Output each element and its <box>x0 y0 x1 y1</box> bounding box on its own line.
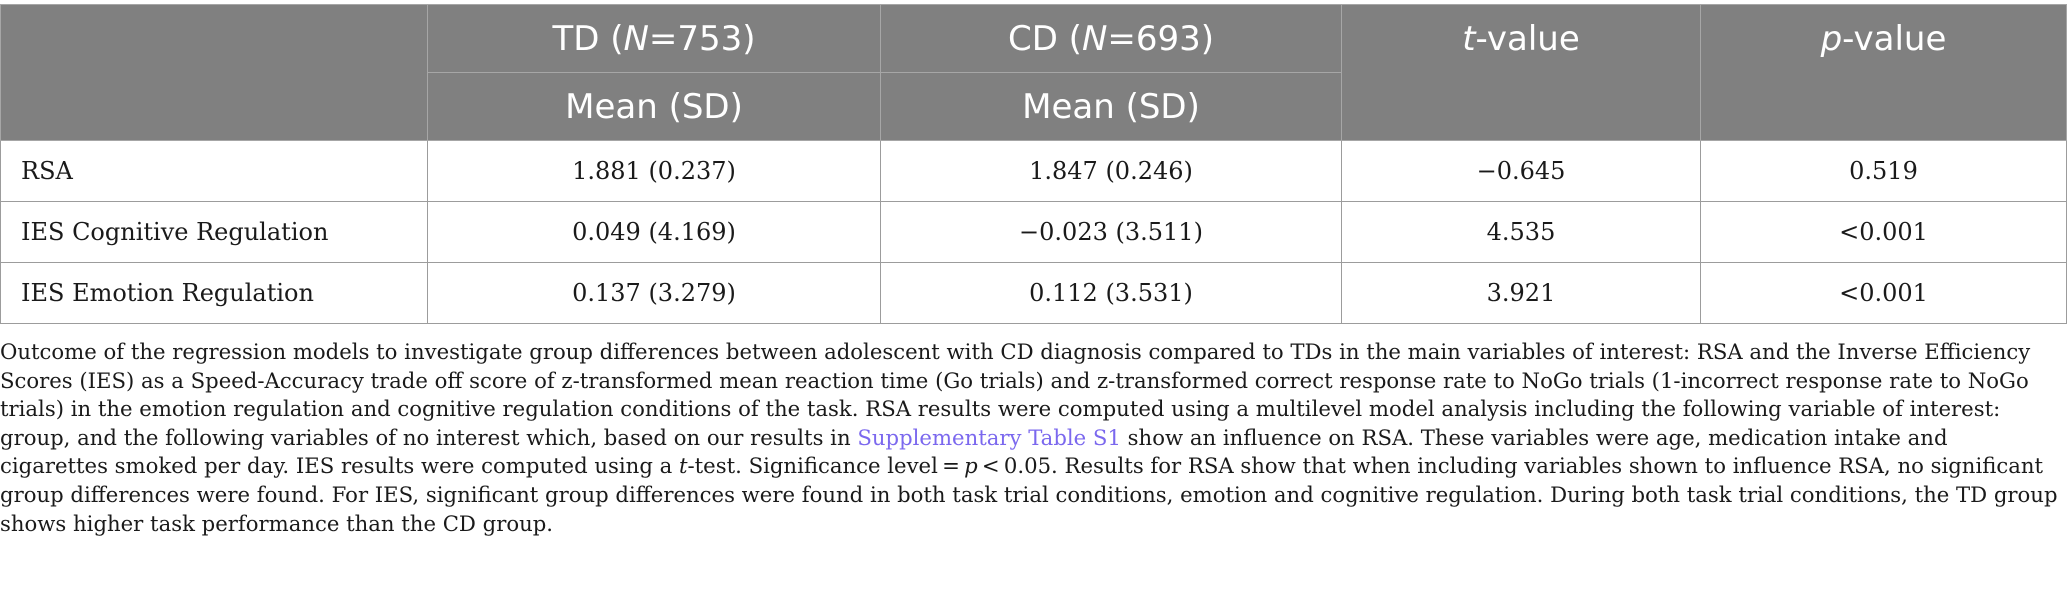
header-td-group: TD (N=753) <box>427 4 881 73</box>
cell-cd: −0.023 (3.511) <box>880 201 1342 263</box>
cell-cd: 1.847 (0.246) <box>880 140 1342 202</box>
cell-td: 0.137 (3.279) <box>427 262 881 324</box>
row-label: RSA <box>0 140 428 202</box>
table-row: IES Cognitive Regulation 0.049 (4.169) −… <box>0 201 2067 263</box>
cell-td: 1.881 (0.237) <box>427 140 881 202</box>
header-t-value: t-value <box>1341 4 1701 141</box>
row-label: IES Cognitive Regulation <box>0 201 428 263</box>
cell-p: <0.001 <box>1700 262 2067 324</box>
header-cd-mean-sd: Mean (SD) <box>880 72 1342 141</box>
row-label: IES Emotion Regulation <box>0 262 428 324</box>
cell-td: 0.049 (4.169) <box>427 201 881 263</box>
header-td-mean-sd: Mean (SD) <box>427 72 881 141</box>
header-cd-group: CD (N=693) <box>880 4 1342 73</box>
header-empty-cell <box>0 4 428 141</box>
table-row: IES Emotion Regulation 0.137 (3.279) 0.1… <box>0 262 2067 324</box>
results-table: TD (N=753) CD (N=693) t-value p-value Me… <box>0 4 2067 324</box>
cell-p: 0.519 <box>1700 140 2067 202</box>
cell-t: −0.645 <box>1341 140 1701 202</box>
table-header: TD (N=753) CD (N=693) t-value p-value Me… <box>0 4 2067 141</box>
table-body: RSA 1.881 (0.237) 1.847 (0.246) −0.645 0… <box>0 140 2067 324</box>
cell-cd: 0.112 (3.531) <box>880 262 1342 324</box>
results-table-container: TD (N=753) CD (N=693) t-value p-value Me… <box>0 4 2067 324</box>
table-row: RSA 1.881 (0.237) 1.847 (0.246) −0.645 0… <box>0 140 2067 202</box>
header-p-value: p-value <box>1700 4 2067 141</box>
table-caption: Outcome of the regression models to inve… <box>0 339 2058 536</box>
cell-p: <0.001 <box>1700 201 2067 263</box>
supplementary-table-link[interactable]: Supplementary Table S1 <box>857 424 1121 450</box>
cell-t: 4.535 <box>1341 201 1701 263</box>
cell-t: 3.921 <box>1341 262 1701 324</box>
